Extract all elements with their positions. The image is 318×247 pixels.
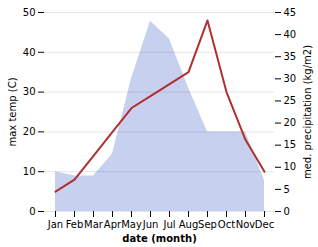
svg-text:0: 0: [284, 206, 290, 217]
svg-text:25: 25: [284, 95, 297, 106]
svg-text:Aug: Aug: [179, 219, 199, 230]
svg-text:Sep: Sep: [198, 219, 217, 230]
svg-text:Dec: Dec: [255, 219, 274, 230]
svg-text:Jun: Jun: [142, 219, 159, 230]
svg-text:Mar: Mar: [84, 219, 104, 230]
svg-text:med. precipitation (kg/m2): med. precipitation (kg/m2): [302, 45, 313, 179]
svg-text:0: 0: [29, 206, 35, 217]
svg-text:Nov: Nov: [236, 219, 256, 230]
svg-text:10: 10: [284, 161, 297, 172]
svg-text:35: 35: [284, 51, 297, 62]
svg-text:40: 40: [284, 29, 297, 40]
svg-text:date (month): date (month): [122, 233, 196, 244]
svg-text:Apr: Apr: [104, 219, 122, 230]
svg-text:5: 5: [284, 184, 290, 195]
svg-text:15: 15: [284, 139, 297, 150]
svg-text:May: May: [121, 219, 142, 230]
svg-text:10: 10: [23, 166, 36, 177]
svg-text:30: 30: [23, 86, 36, 97]
svg-text:max temp (C): max temp (C): [7, 77, 18, 146]
svg-text:Jan: Jan: [47, 219, 63, 230]
svg-text:40: 40: [23, 47, 36, 58]
svg-text:20: 20: [23, 126, 36, 137]
svg-text:20: 20: [284, 117, 297, 128]
svg-text:45: 45: [284, 7, 297, 18]
svg-text:Feb: Feb: [66, 219, 84, 230]
svg-text:Jul: Jul: [162, 219, 175, 230]
svg-text:30: 30: [284, 73, 297, 84]
svg-text:Oct: Oct: [218, 219, 235, 230]
svg-text:50: 50: [23, 7, 36, 18]
